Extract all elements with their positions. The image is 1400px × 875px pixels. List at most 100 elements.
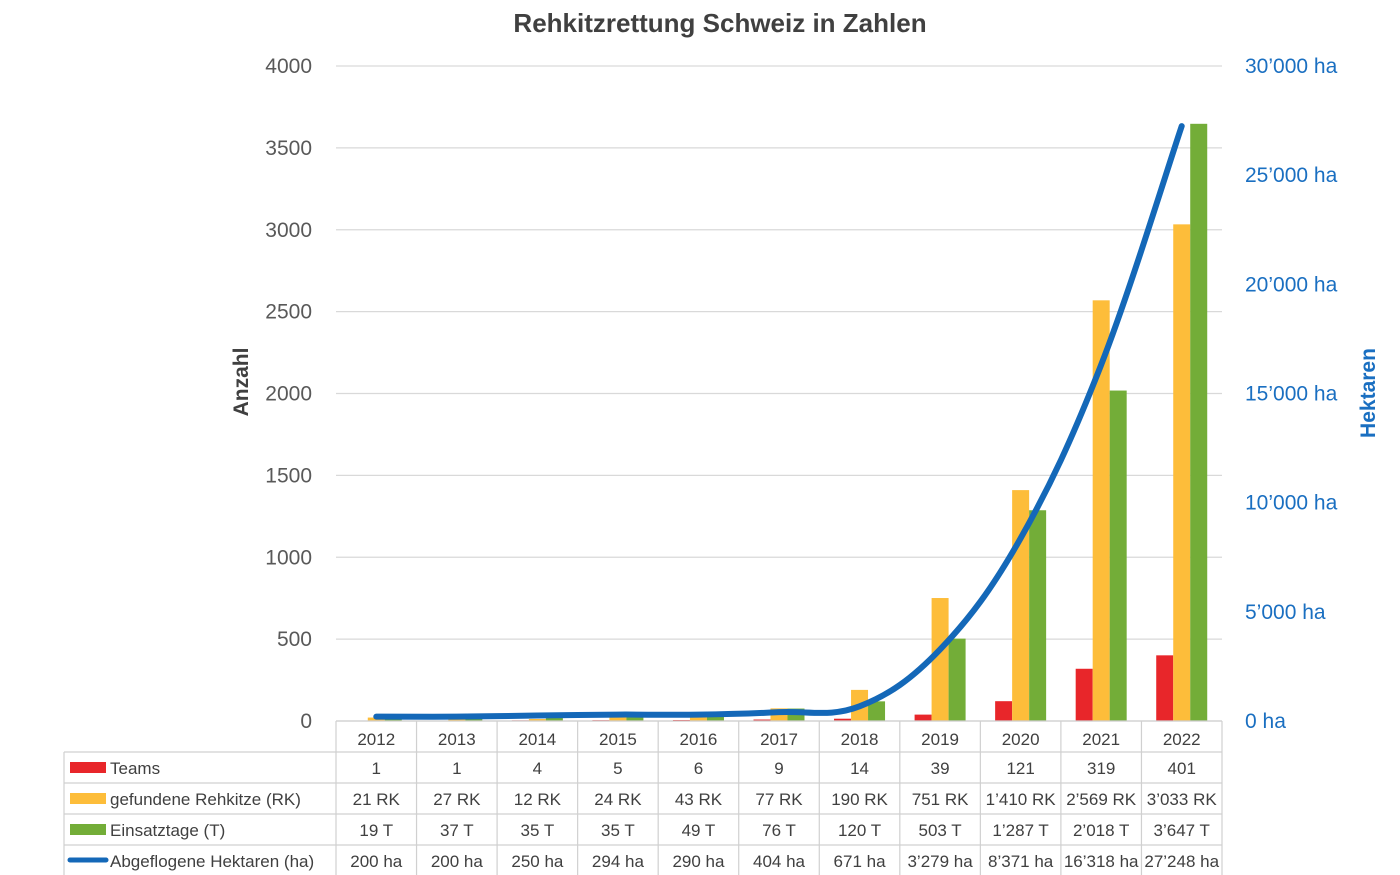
data-label: 14 [850, 759, 869, 778]
x-tick-label: 2017 [760, 730, 798, 749]
legend-label: Einsatztage (T) [110, 821, 225, 840]
x-tick-label: 2012 [357, 730, 395, 749]
bar-teams [995, 701, 1013, 721]
y-axis-right: 0 ha 5’000 ha 10’000 ha 15’000 ha 20’000 ha 2… [1245, 55, 1338, 733]
data-label: 49 T [682, 821, 716, 840]
bar-einsatztage [1190, 123, 1208, 721]
data-label: 3’033 RK [1147, 790, 1218, 809]
data-label: 1’410 RK [986, 790, 1057, 809]
bar-einsatztage [948, 638, 966, 721]
data-label: 1 [372, 759, 381, 778]
data-label: 120 T [838, 821, 881, 840]
bars [350, 123, 1208, 721]
bar-teams [914, 714, 932, 721]
bar-rehkitze [528, 719, 546, 721]
data-label: 751 RK [912, 790, 969, 809]
data-label: 19 T [359, 821, 393, 840]
data-label: 1 [452, 759, 461, 778]
data-label: 503 T [919, 821, 962, 840]
data-label: 76 T [762, 821, 796, 840]
data-label: 77 RK [755, 790, 803, 809]
x-tick-label: 2015 [599, 730, 637, 749]
data-label: 24 RK [594, 790, 642, 809]
y2-axis-label: Hektaren [1357, 348, 1380, 438]
y-tick-label: 1000 [265, 546, 312, 569]
bar-teams [1156, 655, 1174, 721]
data-label: 35 T [601, 821, 635, 840]
data-label: 35 T [521, 821, 555, 840]
data-label: 200 ha [350, 852, 403, 871]
bar-rehkitze [931, 598, 949, 721]
x-tick-label: 2018 [841, 730, 879, 749]
x-tick-label: 2019 [921, 730, 959, 749]
y2-tick-label: 0 ha [1245, 710, 1286, 733]
line-hektaren [373, 123, 1185, 720]
bar-rehkitze [1173, 224, 1191, 721]
data-label: 8’371 ha [988, 852, 1054, 871]
bar-einsatztage [1029, 510, 1047, 721]
legend-key [70, 824, 106, 835]
y-tick-label: 3500 [265, 137, 312, 160]
y-tick-label: 2500 [265, 301, 312, 324]
legend-label: Teams [110, 759, 160, 778]
x-tick-label: 2021 [1082, 730, 1120, 749]
data-label: 27’248 ha [1144, 852, 1219, 871]
y-tick-label: 2000 [265, 383, 312, 406]
line-series [373, 123, 1185, 720]
data-label: 121 [1006, 759, 1034, 778]
data-label: 404 ha [753, 852, 806, 871]
bar-teams [1075, 668, 1093, 721]
legend-key [70, 793, 106, 804]
data-table: 2012 2013 2014 2015 2016 2017 2018 2019 2020 2021… [63, 720, 1223, 875]
bar-teams [753, 719, 771, 721]
data-label: 294 ha [592, 852, 645, 871]
x-tick-label: 2013 [438, 730, 476, 749]
data-label: 2’018 T [1073, 821, 1129, 840]
data-label: 21 RK [353, 790, 401, 809]
x-tick-label: 2014 [518, 730, 556, 749]
data-label: 4 [533, 759, 542, 778]
data-label: 16’318 ha [1064, 852, 1139, 871]
y2-tick-label: 20’000 ha [1245, 273, 1338, 296]
bar-rehkitze [1092, 300, 1110, 721]
data-label: 290 ha [672, 852, 725, 871]
x-tick-label: 2022 [1163, 730, 1201, 749]
y-axis-left: 0 500 1000 1500 2000 2500 3000 3500 4000 [265, 55, 312, 733]
y2-tick-label: 25’000 ha [1245, 164, 1338, 187]
data-label: 43 RK [675, 790, 723, 809]
legend-key [70, 762, 106, 773]
data-label: 319 [1087, 759, 1115, 778]
y-axis-label: Anzahl [230, 348, 253, 417]
data-label: 200 ha [431, 852, 484, 871]
grid [336, 65, 1222, 722]
data-label: 39 [931, 759, 950, 778]
data-label: 1’287 T [992, 821, 1048, 840]
data-label: 250 ha [511, 852, 564, 871]
y-tick-label: 1500 [265, 464, 312, 487]
bar-rehkitze [609, 717, 627, 721]
data-label: 6 [694, 759, 703, 778]
data-label: 12 RK [514, 790, 562, 809]
y2-tick-label: 15’000 ha [1245, 383, 1338, 406]
chart-title: Rehkitzrettung Schweiz in Zahlen [513, 8, 926, 38]
bar-einsatztage [626, 715, 644, 721]
data-label: 671 ha [834, 852, 887, 871]
data-label: 3’279 ha [907, 852, 973, 871]
bar-einsatztage [1109, 390, 1127, 721]
data-label: 190 RK [831, 790, 888, 809]
y2-tick-label: 5’000 ha [1245, 601, 1326, 624]
y-tick-label: 0 [300, 710, 312, 733]
data-label: 5 [613, 759, 622, 778]
y2-tick-label: 30’000 ha [1245, 55, 1338, 78]
data-label: 401 [1168, 759, 1196, 778]
x-tick-label: 2020 [1002, 730, 1040, 749]
x-tick-label: 2016 [680, 730, 718, 749]
data-label: 27 RK [433, 790, 481, 809]
data-label: 9 [774, 759, 783, 778]
data-label: 37 T [440, 821, 474, 840]
y-tick-label: 3000 [265, 219, 312, 242]
bar-teams [834, 718, 852, 721]
legend-label: Abgeflogene Hektaren (ha) [110, 852, 314, 871]
y-tick-label: 4000 [265, 55, 312, 78]
